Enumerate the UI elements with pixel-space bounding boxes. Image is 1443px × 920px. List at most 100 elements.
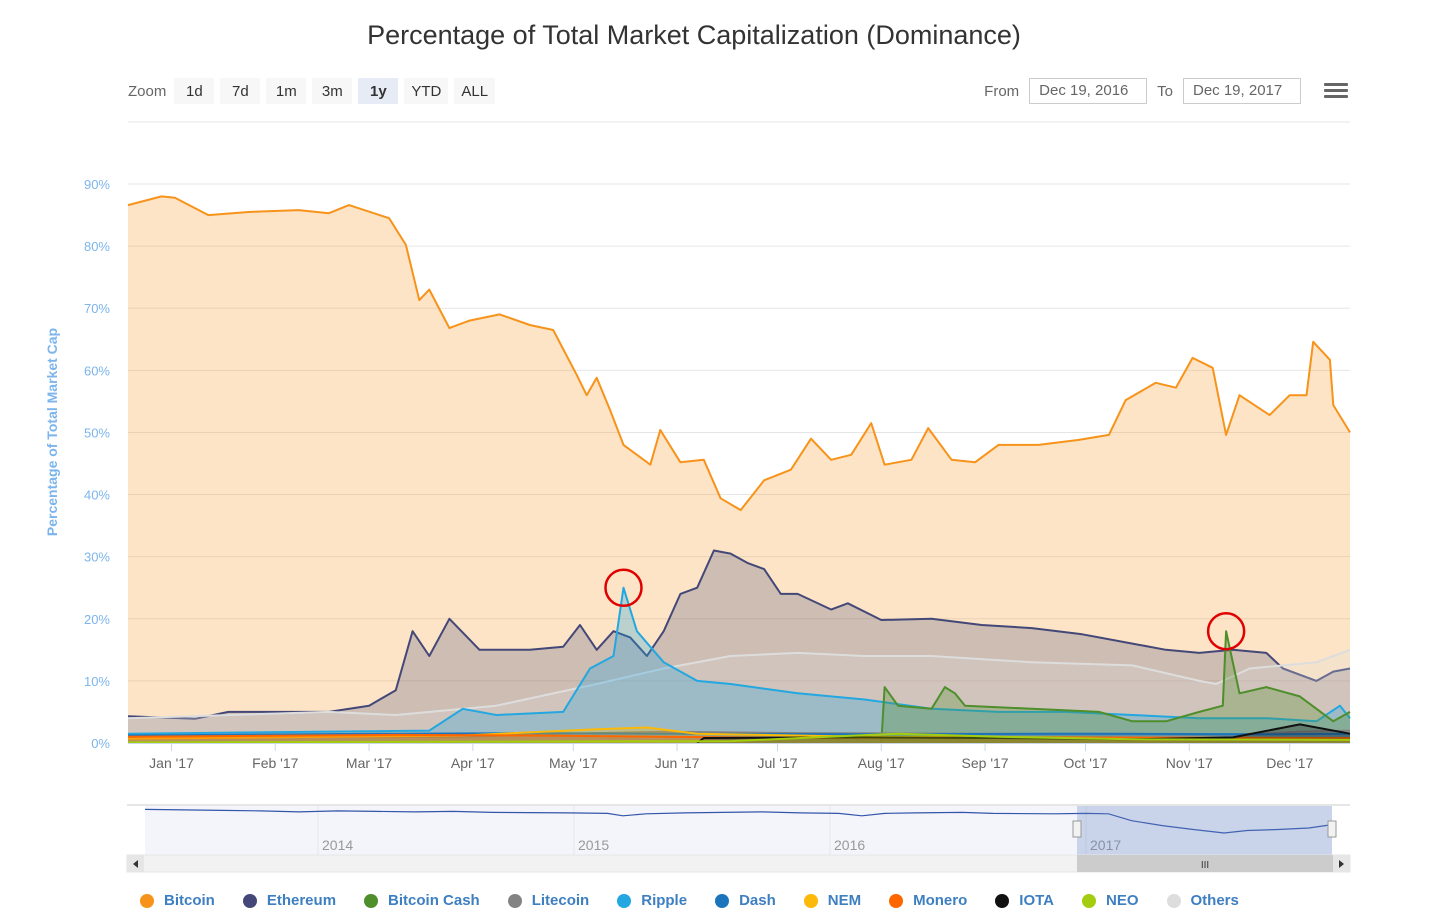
line-bitcoin-cash [880, 630, 1351, 744]
y-tick-label: 80% [84, 239, 110, 254]
to-date-input[interactable]: Dec 19, 2017 [1183, 78, 1301, 104]
x-tick-label: Nov '17 [1166, 755, 1213, 771]
x-axis-ticks: Jan '17 Feb '17 Mar '17 Apr '17 May '17 Jun '… [128, 743, 1350, 771]
zoom-1m-button[interactable]: 1m [266, 78, 307, 104]
y-tick-label: 30% [84, 550, 110, 565]
legend-item-ethereum[interactable]: Ethereum [242, 892, 337, 909]
legend-marker-icon [1166, 893, 1181, 908]
legend-label: Bitcoin Cash [388, 892, 480, 909]
area-bitcoin [128, 196, 1350, 743]
grid-lines [128, 121, 1350, 682]
area-ripple [128, 587, 1350, 743]
legend-label: Ripple [641, 892, 688, 909]
zoom-1d-button[interactable]: 1d [174, 78, 215, 104]
navigator-year-label: 2015 [578, 837, 609, 853]
y-tick-label: 60% [84, 363, 110, 378]
navigator-year-label: 2014 [322, 837, 353, 853]
legend: Bitcoin Ethereum Bitcoin Cash Litecoin Rippl… [140, 892, 1267, 909]
y-tick-label: 0% [91, 736, 110, 751]
legend-marker-icon [715, 893, 730, 908]
zoom-1y-button[interactable]: 1y [358, 78, 399, 104]
legend-marker-icon [364, 893, 379, 908]
annotations [604, 568, 1246, 651]
legend-label: NEM [827, 892, 862, 909]
line-neo [127, 732, 1351, 744]
legend-marker-icon [995, 893, 1010, 908]
line-bitcoin [127, 195, 1351, 512]
from-date-input[interactable]: Dec 19, 2016 [1029, 78, 1148, 104]
legend-label: Monero [913, 892, 968, 909]
legend-item-nem[interactable]: NEM [803, 892, 862, 909]
legend-marker-icon [507, 893, 522, 908]
arrow-right-icon [1339, 860, 1344, 868]
legend-item-litecoin[interactable]: Litecoin [507, 892, 590, 909]
line-ripple [127, 586, 1351, 735]
zoom-label: Zoom [128, 82, 167, 100]
y-axis-title: Percentage of Total Market Cap [44, 328, 60, 536]
hamburger-menu-icon[interactable] [1324, 80, 1348, 102]
from-label: From [984, 82, 1020, 100]
navigator-handle[interactable] [1327, 820, 1337, 838]
y-tick-label: 10% [84, 674, 110, 689]
legend-marker-icon [1082, 893, 1096, 908]
line-ethereum [127, 549, 1351, 720]
legend-label: Others [1190, 892, 1239, 909]
legend-label: Dash [739, 892, 776, 909]
legend-label: IOTA [1019, 892, 1054, 909]
legend-label: NEO [1106, 892, 1139, 909]
legend-marker-icon [140, 893, 154, 908]
series-areas [127, 195, 1351, 744]
y-tick-label: 90% [84, 177, 110, 192]
x-tick-label: Apr '17 [451, 755, 495, 771]
navigator-series-line [144, 808, 1333, 834]
legend-item-iota[interactable]: IOTA [995, 892, 1054, 909]
x-tick-label: Feb '17 [252, 755, 298, 771]
x-tick-label: May '17 [549, 755, 598, 771]
y-tick-label: 70% [84, 301, 110, 316]
x-tick-label: Mar '17 [346, 755, 392, 771]
legend-label: Litecoin [531, 892, 590, 909]
navigator-handle[interactable] [1072, 820, 1082, 838]
legend-item-bitcoin-cash[interactable]: Bitcoin Cash [364, 892, 480, 909]
legend-marker-icon [617, 893, 632, 908]
legend-item-others[interactable]: Others [1166, 892, 1239, 909]
legend-item-bitcoin[interactable]: Bitcoin [140, 892, 215, 909]
area-ethereum [128, 550, 1350, 743]
y-tick-label: 20% [84, 612, 110, 627]
x-tick-label: Aug '17 [858, 755, 905, 771]
legend-item-monero[interactable]: Monero [889, 892, 967, 909]
arrow-left-icon [133, 860, 138, 868]
area-bitcoin-cash [881, 631, 1350, 743]
navigator-background [145, 806, 1332, 855]
zoom-7d-button[interactable]: 7d [220, 78, 261, 104]
legend-marker-icon [242, 893, 257, 908]
date-range: From Dec 19, 2016 To Dec 19, 2017 [984, 78, 1301, 104]
scrollbar-grip-icon: III [1201, 860, 1209, 871]
navigator-year-label: 2017 [1090, 837, 1121, 853]
legend-item-neo[interactable]: NEO [1082, 892, 1139, 909]
x-tick-label: Sep '17 [962, 755, 1009, 771]
area-neo [128, 733, 1350, 743]
zoom-3m-button[interactable]: 3m [312, 78, 353, 104]
x-tick-label: Jun '17 [655, 755, 700, 771]
zoom-ytd-button[interactable]: YTD [404, 78, 449, 104]
scrollbar-thumb[interactable] [1077, 855, 1333, 872]
x-tick-label: Jul '17 [757, 755, 797, 771]
x-tick-label: Oct '17 [1064, 755, 1108, 771]
line-monero [127, 733, 1351, 739]
x-tick-label: Jan '17 [149, 755, 194, 771]
area-others [128, 649, 1350, 743]
y-axis-ticks: 0% 10% 20% 30% 40% 50% 60% 70% 80% 90% [84, 177, 110, 751]
zoom-selector: Zoom 1d 7d 1m 3m 1y YTD ALL [128, 78, 496, 104]
annotation-circle [604, 568, 643, 607]
zoom-all-button[interactable]: ALL [454, 78, 496, 104]
navigator: 2014 2015 2016 2017 III [126, 804, 1351, 873]
y-tick-label: 40% [84, 488, 110, 503]
legend-item-ripple[interactable]: Ripple [617, 892, 687, 909]
legend-item-dash[interactable]: Dash [715, 892, 776, 909]
legend-marker-icon [803, 893, 818, 908]
legend-marker-icon [889, 893, 904, 908]
legend-label: Ethereum [266, 892, 337, 909]
